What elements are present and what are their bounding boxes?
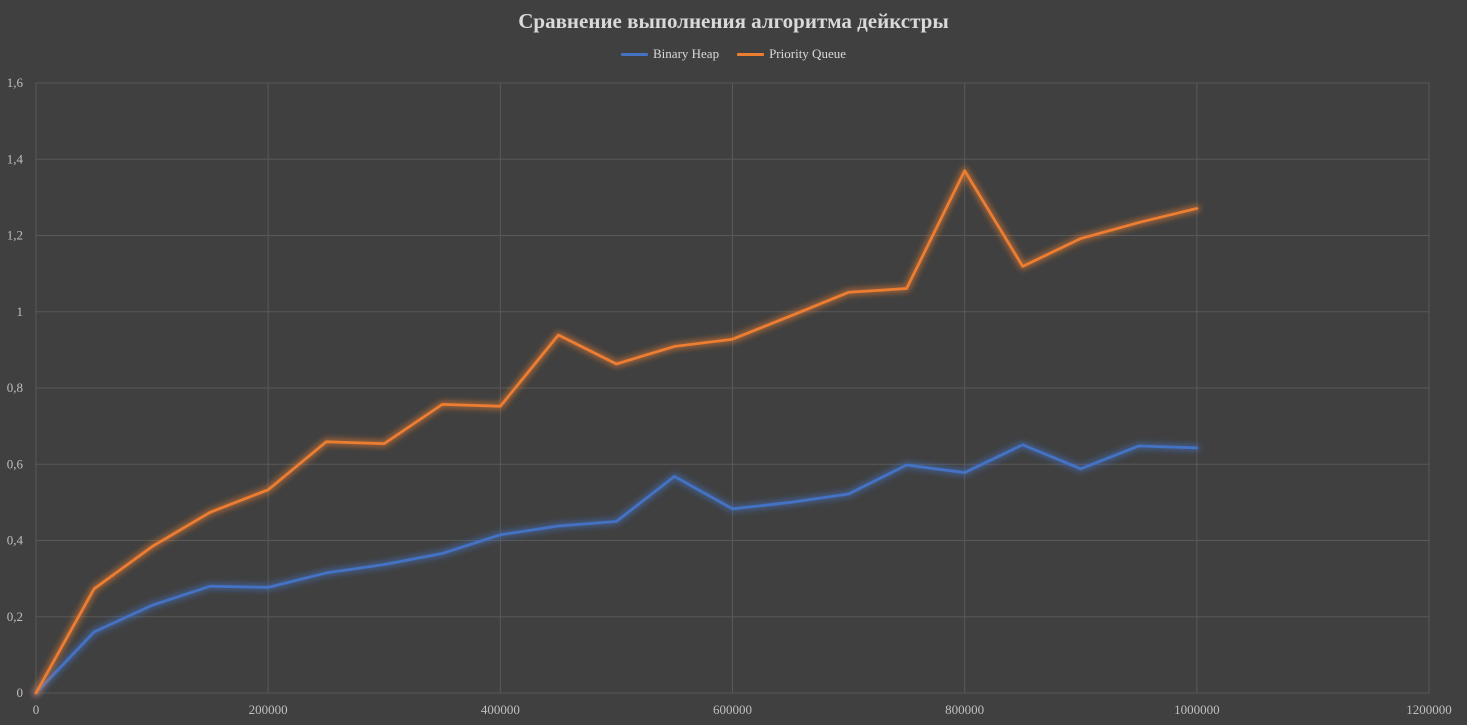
y-tick-label: 0: [17, 685, 24, 700]
x-tick-label: 800000: [945, 702, 984, 717]
legend-swatch-priority-queue: [737, 52, 765, 56]
y-tick-label: 1: [17, 304, 24, 319]
series-glow-priority-queue: [32, 167, 1201, 697]
x-tick-label: 1000000: [1174, 702, 1220, 717]
y-tick-label: 0,4: [7, 533, 24, 548]
legend-label-priority-queue: Priority Queue: [769, 46, 846, 61]
x-tick-label: 600000: [713, 702, 752, 717]
x-tick-label: 0: [33, 702, 40, 717]
x-tick-label: 200000: [249, 702, 288, 717]
y-tick-label: 0,8: [7, 380, 23, 395]
y-tick-label: 1,6: [7, 75, 24, 90]
x-tick-label: 1200000: [1406, 702, 1452, 717]
y-tick-label: 0,6: [7, 456, 24, 471]
y-tick-label: 1,4: [7, 151, 24, 166]
series-glow-binary-heap: [32, 441, 1201, 697]
legend-entry-binary-heap: Binary Heap: [621, 46, 719, 62]
legend-swatch-binary-heap: [621, 52, 649, 56]
y-tick-label: 0,2: [7, 609, 23, 624]
series-line-priority-queue: [34, 169, 1199, 695]
legend-label-binary-heap: Binary Heap: [653, 46, 720, 61]
chart-title: Сравнение выполнения алгоритма дейкстры: [518, 9, 949, 33]
chart-legend: Binary Heap Priority Queue: [0, 46, 1467, 62]
y-tick-label: 1,2: [7, 228, 23, 243]
x-tick-label: 400000: [481, 702, 520, 717]
series-line-binary-heap: [34, 443, 1199, 695]
legend-entry-priority-queue: Priority Queue: [737, 46, 846, 62]
